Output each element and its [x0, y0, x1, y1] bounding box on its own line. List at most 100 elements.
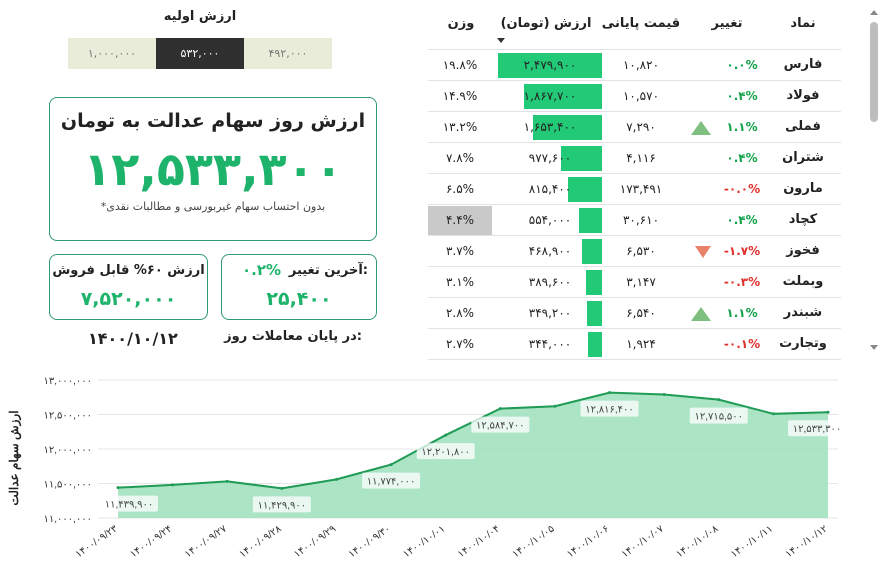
cell-symbol: وبملت [782, 274, 824, 289]
data-label: ۱۲,۵۳۳,۳۰۰ [793, 424, 842, 435]
cell-value: ۳۴۴,۰۰۰ [528, 337, 572, 351]
table-row[interactable]: ۲.۷% ۳۴۴,۰۰۰ ۱,۹۲۴ -۰.۱% وتجارت [428, 329, 841, 360]
cell-price: ۶,۵۳۰ [626, 244, 656, 258]
table-row[interactable]: ۶.۵% ۸۱۵,۴۰۰ ۱۷۳,۴۹۱ -۰.۰% مارون [428, 174, 841, 205]
cell-change: -۰.۱% [723, 337, 761, 351]
y-axis-ticks: ۱۱,۰۰۰,۰۰۰ ۱۱,۵۰۰,۰۰۰ ۱۲,۰۰۰,۰۰۰ ۱۲,۵۰۰,۰۰۰… [43, 376, 92, 525]
header-price[interactable]: قیمت پایانی [601, 16, 681, 31]
data-point [662, 392, 666, 396]
x-tick-label: ۱۴۰۰/۰۹/۲۹ [292, 523, 338, 560]
cell-value: ۵۵۴,۰۰۰ [528, 213, 572, 227]
scroll-up-icon[interactable] [870, 10, 878, 15]
data-point [553, 404, 557, 408]
table-row[interactable]: ۴.۴% ۵۵۴,۰۰۰ ۳۰,۶۱۰ ۰.۴% کچاد [428, 205, 841, 236]
arrow-up-icon [691, 307, 711, 321]
card-title: ارزش روز سهام عدالت به تومان [60, 110, 366, 132]
y-axis-label: ارزش سهام عدالت [7, 410, 22, 505]
y-tick-label: ۱۱,۵۰۰,۰۰۰ [43, 480, 92, 491]
cell-price: ۱۰,۵۷۰ [622, 89, 660, 103]
data-point [171, 483, 175, 487]
x-tick-label: ۱۴۰۰/۰۹/۳۰ [347, 523, 393, 560]
data-point [771, 412, 775, 416]
data-point [389, 463, 393, 467]
last-change-percent: ۰.۲% [242, 261, 282, 279]
cell-change: ۰.۴% [726, 213, 758, 227]
chart-points [116, 391, 830, 490]
data-label: ۱۱,۷۷۴,۰۰۰ [367, 477, 416, 488]
value-bar [588, 332, 602, 357]
table-row[interactable]: ۷.۸% ۹۷۷,۶۰۰ ۴,۱۱۶ ۰.۴% شتران [428, 143, 841, 174]
cell-weight: ۳.۱% [445, 275, 475, 289]
data-point [608, 391, 612, 395]
value-bar [587, 301, 602, 326]
header-value[interactable]: ارزش (تومان) [500, 16, 592, 31]
data-label: ۱۱,۴۲۹,۹۰۰ [258, 500, 307, 511]
cell-price: ۱۰,۸۲۰ [622, 58, 660, 72]
sort-desc-icon [497, 38, 505, 43]
x-tick-label: ۱۴۰۰/۰۹/۲۷ [183, 523, 230, 560]
table-row[interactable]: ۱۹.۸% ۲,۴۷۹,۹۰۰ ۱۰,۸۲۰ ۰.۰% فارس [428, 50, 841, 81]
x-tick-label: ۱۴۰۰/۰۹/۲۴ [128, 523, 174, 560]
data-label: ۱۲,۸۱۶,۴۰۰ [585, 405, 634, 416]
header-weight[interactable]: وزن [447, 16, 475, 31]
cell-price: ۴,۱۱۶ [626, 151, 656, 165]
table-scrollbar[interactable] [868, 6, 880, 354]
y-tick-label: ۱۱,۰۰۰,۰۰۰ [43, 514, 92, 525]
initial-option-1000000[interactable]: ۱,۰۰۰,۰۰۰ [68, 38, 156, 69]
scroll-down-icon[interactable] [870, 345, 878, 350]
initial-value-selector: ۱,۰۰۰,۰۰۰ ۵۳۲,۰۰۰ ۴۹۲,۰۰۰ [68, 38, 332, 69]
cell-change: -۰.۰% [723, 182, 761, 196]
current-value-card: ارزش روز سهام عدالت به تومان ۱۲,۵۳۳,۳۰۰ … [49, 97, 377, 241]
cell-symbol: فملی [785, 119, 821, 134]
table-row[interactable]: ۳.۱% ۳۸۹,۶۰۰ ۳,۱۴۷ -۰.۳% وبملت [428, 267, 841, 298]
x-axis-ticks: ۱۴۰۰/۰۹/۲۳ ۱۴۰۰/۰۹/۲۴ ۱۴۰۰/۰۹/۲۷ ۱۴۰۰/۰۹/۲۸… [74, 523, 830, 560]
cell-weight: ۳.۷% [445, 244, 475, 258]
data-point [334, 477, 338, 481]
table-row[interactable]: ۱۴.۹% ۱,۸۶۷,۷۰۰ ۱۰,۵۷۰ ۰.۴% فولاد [428, 81, 841, 112]
weight-highlight [428, 206, 492, 235]
data-point [116, 486, 120, 490]
data-label-bg [580, 400, 639, 417]
data-point [444, 433, 448, 437]
cell-value: ۴۶۸,۹۰۰ [528, 244, 572, 258]
value-bar [568, 177, 602, 202]
x-tick-label: ۱۴۰۰/۱۰/۰۶ [565, 523, 611, 560]
table-row[interactable]: ۳.۷% ۴۶۸,۹۰۰ ۶,۵۳۰ -۱.۷% فخوز [428, 236, 841, 267]
cell-price: ۳۰,۶۱۰ [622, 213, 660, 227]
cell-symbol: وتجارت [779, 336, 827, 351]
value-bar [579, 208, 602, 233]
y-tick-label: ۱۲,۰۰۰,۰۰۰ [43, 445, 92, 456]
data-label-bg [471, 416, 530, 433]
data-label-bg [252, 496, 311, 513]
table-row[interactable]: ۱۳.۲% ۱,۶۵۳,۴۰۰ ۷,۲۹۰ ۱.۱% فملی [428, 112, 841, 143]
x-tick-label: ۱۴۰۰/۱۰/۰۱ [401, 523, 447, 560]
date-label: در پایان معاملات روز: [224, 329, 362, 344]
cell-symbol: مارون [783, 181, 823, 196]
scroll-thumb[interactable] [870, 22, 878, 122]
value-bar [561, 146, 602, 171]
initial-option-492000[interactable]: ۴۹۲,۰۰۰ [244, 38, 332, 69]
header-change[interactable]: تغییر [711, 16, 743, 31]
cell-change: -۰.۳% [723, 275, 761, 289]
initial-option-532000[interactable]: ۵۳۲,۰۰۰ [156, 38, 244, 69]
sellable-label: ارزش ۶۰% قابل فروش [52, 263, 205, 278]
header-symbol[interactable]: نماد [790, 16, 816, 31]
x-tick-label: ۱۴۰۰/۱۰/۰۷ [620, 523, 667, 560]
cell-value: ۱,۸۶۷,۷۰۰ [523, 89, 577, 103]
cell-symbol: کچاد [788, 212, 818, 227]
x-tick-label: ۱۴۰۰/۱۰/۱۲ [784, 523, 830, 560]
cell-symbol: شتران [782, 150, 824, 165]
cell-change: ۰.۴% [726, 89, 758, 103]
table-body: ۱۹.۸% ۲,۴۷۹,۹۰۰ ۱۰,۸۲۰ ۰.۰% فارس ۱۴.۹% ۱,۸۶۷,۷… [428, 50, 841, 360]
y-tick-label: ۱۲,۵۰۰,۰۰۰ [43, 411, 92, 422]
data-label: ۱۱,۴۳۹,۹۰۰ [105, 500, 154, 511]
x-tick-label: ۱۴۰۰/۱۰/۰۵ [511, 523, 557, 560]
cell-weight: ۶.۵% [445, 182, 475, 196]
sellable-value-card: ارزش ۶۰% قابل فروش ۷,۵۲۰,۰۰۰ [49, 254, 208, 320]
arrow-down-icon [695, 246, 711, 258]
table-row[interactable]: ۲.۸% ۳۴۹,۲۰۰ ۶,۵۴۰ ۱.۱% شبندر [428, 298, 841, 329]
value-bar [524, 84, 602, 109]
cell-value: ۳۴۹,۲۰۰ [528, 306, 572, 320]
cell-symbol: فارس [783, 57, 823, 72]
data-label-bg [788, 420, 846, 437]
